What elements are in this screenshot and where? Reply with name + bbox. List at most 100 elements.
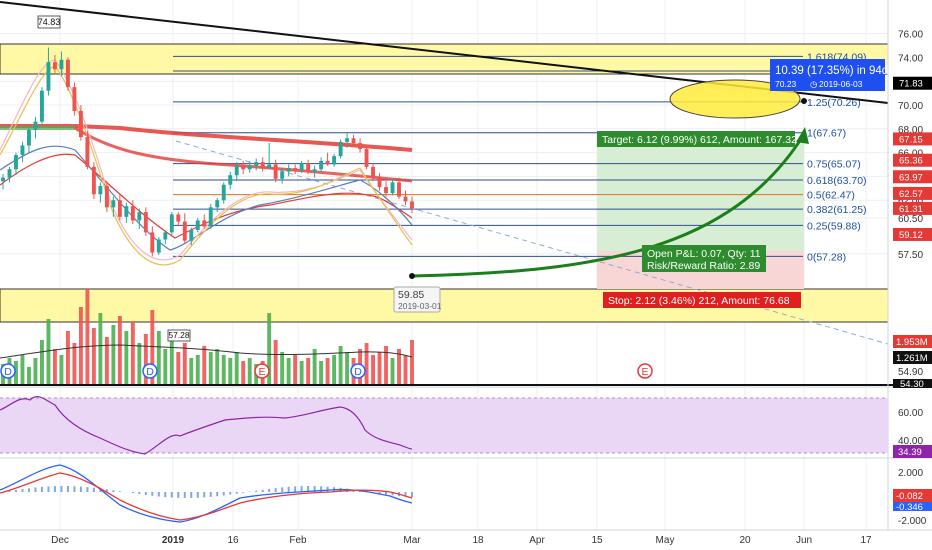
candle-body[interactable] (345, 138, 350, 142)
candle-body[interactable] (111, 200, 116, 208)
candle-body[interactable] (150, 232, 155, 253)
candle-body[interactable] (65, 59, 70, 88)
volume-bar (46, 319, 51, 385)
candle-body[interactable] (410, 201, 414, 209)
measure-box[interactable]: 10.39 (17.35%) in 94d 70.23 ◷ 2019-06-03 (770, 59, 888, 91)
macd-hist-bar (144, 492, 147, 496)
candle-body[interactable] (397, 182, 401, 197)
price-tick: 62.00 (898, 196, 923, 207)
candle-body[interactable] (241, 165, 246, 170)
candle-body[interactable] (319, 160, 324, 170)
candle-body[interactable] (52, 62, 57, 70)
volume-bar (267, 313, 272, 385)
candle-body[interactable] (208, 207, 213, 227)
dashed-trendline[interactable] (175, 140, 889, 345)
volume-bar (150, 310, 155, 385)
candle-body[interactable] (358, 143, 363, 150)
candle-body[interactable] (33, 121, 38, 130)
candle-body[interactable] (371, 166, 375, 178)
macd-hist-bar (47, 486, 50, 492)
candle-body[interactable] (351, 138, 356, 144)
candle-body[interactable] (267, 164, 272, 169)
candle-body[interactable] (384, 187, 388, 194)
macd-hist-bar (287, 486, 290, 492)
candle-body[interactable] (7, 169, 12, 178)
macd-pane[interactable] (0, 464, 413, 523)
dividend-marker-3[interactable] (350, 363, 366, 379)
candle-body[interactable] (195, 220, 200, 230)
candle-body[interactable] (72, 87, 77, 111)
candle-body[interactable] (40, 90, 44, 122)
candle-body[interactable] (27, 129, 31, 146)
candle-body[interactable] (46, 62, 51, 91)
candle-body[interactable] (364, 149, 369, 167)
rsi-pane[interactable] (0, 396, 888, 455)
candle-body[interactable] (176, 214, 181, 222)
candle-body[interactable] (293, 168, 298, 171)
candle-body[interactable] (130, 206, 135, 221)
candle-body[interactable] (156, 239, 161, 253)
projection-start-point[interactable] (409, 273, 415, 279)
candle-body[interactable] (286, 168, 291, 172)
candle-body[interactable] (182, 221, 187, 241)
candle-body[interactable] (306, 163, 311, 172)
candle-body[interactable] (228, 175, 233, 185)
candle-body[interactable] (143, 212, 148, 233)
event-markers[interactable]: D D E D E (0, 363, 653, 379)
candle-body[interactable] (221, 184, 226, 201)
candle-body[interactable] (20, 145, 25, 155)
point-label[interactable]: 59.85 2019-03-01 (393, 286, 442, 313)
candle-body[interactable] (403, 196, 408, 202)
candle-body[interactable] (91, 166, 96, 195)
candle-body[interactable] (104, 185, 109, 208)
target-zone[interactable] (597, 143, 804, 251)
candle-body[interactable] (14, 154, 18, 170)
candle-body[interactable] (215, 200, 220, 208)
candle-body[interactable] (78, 110, 83, 138)
dividend-marker[interactable] (0, 363, 16, 379)
candle-body[interactable] (98, 185, 103, 195)
candle-body[interactable] (169, 214, 174, 233)
candle-body[interactable] (332, 156, 337, 165)
candle-body[interactable] (312, 169, 317, 172)
price-tag-box (893, 76, 932, 90)
stop-box[interactable]: Stop: 2.12 (3.46%) 212, Amount: 76.68 (603, 292, 801, 308)
candle-body[interactable] (163, 232, 168, 240)
candle-body[interactable] (1, 177, 5, 182)
measure-end-point[interactable] (801, 98, 807, 104)
resistance-zone[interactable] (0, 43, 889, 75)
candle-body[interactable] (202, 220, 207, 227)
candle-body[interactable] (234, 165, 239, 176)
candles[interactable] (1, 47, 414, 257)
candle-body[interactable] (117, 200, 122, 217)
candle-body[interactable] (254, 162, 259, 166)
earnings-marker[interactable] (254, 363, 270, 379)
measure-value: 70.23 (775, 79, 797, 89)
candle-body[interactable] (260, 162, 265, 169)
dividend-marker-2[interactable] (142, 363, 158, 379)
candle-body[interactable] (59, 59, 64, 70)
candle-body[interactable] (85, 137, 90, 167)
earnings-marker-future[interactable] (637, 363, 653, 379)
candle-body[interactable] (273, 164, 278, 179)
candle-body[interactable] (325, 160, 330, 165)
macd-hist-bar (391, 492, 394, 496)
candle-body[interactable] (390, 182, 395, 194)
candle-body[interactable] (124, 206, 129, 217)
candle-body[interactable] (137, 212, 142, 221)
time-axis[interactable]: Dec 2019 16 Feb Mar 18 Apr 15 May 20 Jun 17 (51, 535, 872, 546)
candle-body[interactable] (377, 177, 382, 188)
candle-body[interactable] (280, 171, 285, 179)
volume-bar (20, 355, 25, 385)
volume-bar (14, 361, 18, 385)
target-box[interactable]: Target: 6.12 (9.99%) 612, Amount: 167.32 (597, 131, 797, 147)
open-pl-box[interactable]: Open P&L: 0.07, Qty: 11 Risk/Reward Rati… (642, 245, 766, 272)
macd-hist-bar (112, 490, 115, 492)
target-ellipse[interactable] (669, 79, 801, 119)
candle-body[interactable] (247, 165, 252, 170)
macd-hist-bar (196, 492, 199, 498)
candle-body[interactable] (338, 141, 343, 157)
candle-body[interactable] (189, 229, 194, 241)
candle-body[interactable] (299, 163, 304, 171)
